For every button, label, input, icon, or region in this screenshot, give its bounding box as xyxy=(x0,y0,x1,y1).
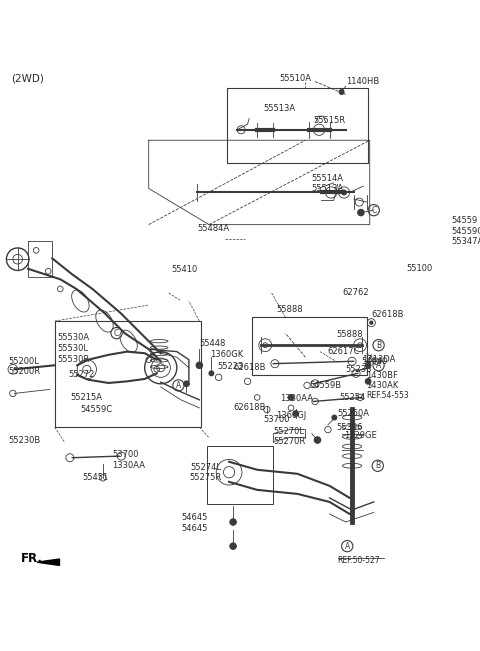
Text: 1360GK: 1360GK xyxy=(211,350,244,359)
Text: 55513A: 55513A xyxy=(312,184,344,193)
Bar xyxy=(252,317,367,375)
Polygon shape xyxy=(37,559,60,566)
Text: 62618B: 62618B xyxy=(233,404,265,412)
Text: 55230B: 55230B xyxy=(8,436,40,445)
Circle shape xyxy=(230,543,236,549)
Text: 55513A: 55513A xyxy=(264,104,296,113)
Text: 55254: 55254 xyxy=(339,393,365,402)
Text: 55275R: 55275R xyxy=(190,473,222,482)
Text: 55270L: 55270L xyxy=(273,428,304,437)
Text: 55530L: 55530L xyxy=(58,344,89,353)
Circle shape xyxy=(184,381,189,387)
Circle shape xyxy=(230,519,236,525)
Text: 55451: 55451 xyxy=(82,473,108,482)
Text: REF.54-553: REF.54-553 xyxy=(367,391,409,400)
Text: REF.50-527: REF.50-527 xyxy=(337,556,380,565)
Text: 55272: 55272 xyxy=(68,370,95,379)
Text: 55250A: 55250A xyxy=(337,409,370,418)
Text: 54645: 54645 xyxy=(181,524,207,533)
Text: 62617C: 62617C xyxy=(327,347,360,356)
Circle shape xyxy=(358,210,364,215)
Text: 1313DA: 1313DA xyxy=(362,355,395,364)
Text: 54559B: 54559B xyxy=(310,381,342,390)
Text: 53700: 53700 xyxy=(264,415,290,424)
Text: 55510A: 55510A xyxy=(280,74,312,83)
Text: 55515R: 55515R xyxy=(313,116,346,124)
Circle shape xyxy=(365,363,371,368)
Text: 1129GE: 1129GE xyxy=(344,431,377,439)
Text: C: C xyxy=(114,329,119,338)
Circle shape xyxy=(332,415,337,420)
Text: FR.: FR. xyxy=(21,553,43,566)
Text: 54559: 54559 xyxy=(452,216,478,225)
Text: 55514A: 55514A xyxy=(312,174,344,182)
Text: 1330AA: 1330AA xyxy=(112,462,145,470)
Text: 54640: 54640 xyxy=(362,357,388,366)
Text: 54559C: 54559C xyxy=(452,227,480,236)
Text: 1430BF: 1430BF xyxy=(367,371,398,380)
Circle shape xyxy=(342,190,347,195)
Text: 55484A: 55484A xyxy=(197,224,229,233)
Text: 54645: 54645 xyxy=(181,513,207,521)
Text: 55448: 55448 xyxy=(199,339,226,348)
Text: A: A xyxy=(345,542,350,551)
Text: (2WD): (2WD) xyxy=(11,74,44,83)
Text: 55530R: 55530R xyxy=(58,355,90,364)
Text: 1330AA: 1330AA xyxy=(280,394,312,403)
Text: B: B xyxy=(376,340,381,350)
Text: 62618B: 62618B xyxy=(233,363,265,372)
Bar xyxy=(227,88,368,163)
Text: 55233: 55233 xyxy=(346,365,372,374)
Circle shape xyxy=(370,321,373,324)
Text: 62618B: 62618B xyxy=(372,310,404,319)
Text: 55200R: 55200R xyxy=(8,367,40,376)
Text: 55396: 55396 xyxy=(336,424,362,432)
Circle shape xyxy=(365,378,371,384)
Text: 62762: 62762 xyxy=(342,288,369,297)
Text: 55100: 55100 xyxy=(406,264,432,273)
Circle shape xyxy=(288,395,294,400)
Text: 1140HB: 1140HB xyxy=(346,77,379,86)
Text: 55223: 55223 xyxy=(217,361,243,370)
Text: 55888: 55888 xyxy=(276,305,303,314)
Circle shape xyxy=(314,437,321,443)
Text: 55215A: 55215A xyxy=(71,393,103,402)
Text: B: B xyxy=(375,462,380,470)
Bar xyxy=(207,446,273,503)
Text: 55270R: 55270R xyxy=(273,437,306,446)
Circle shape xyxy=(209,371,214,376)
Text: 55347A: 55347A xyxy=(452,237,480,246)
Text: A: A xyxy=(176,381,181,390)
Text: A: A xyxy=(376,361,381,370)
Text: 1360GJ: 1360GJ xyxy=(276,411,306,420)
Circle shape xyxy=(293,411,299,417)
Text: 55274L: 55274L xyxy=(190,463,221,472)
Text: 55888: 55888 xyxy=(336,330,362,339)
Text: 55530A: 55530A xyxy=(58,333,90,342)
Bar xyxy=(55,321,201,427)
Text: 53700: 53700 xyxy=(112,450,139,459)
Text: 54559C: 54559C xyxy=(80,405,112,414)
Text: 55200L: 55200L xyxy=(8,357,39,366)
Text: C: C xyxy=(371,206,376,215)
Text: 1430AK: 1430AK xyxy=(367,381,399,390)
Text: 55410: 55410 xyxy=(171,265,197,274)
Circle shape xyxy=(196,362,203,368)
Circle shape xyxy=(339,90,344,94)
